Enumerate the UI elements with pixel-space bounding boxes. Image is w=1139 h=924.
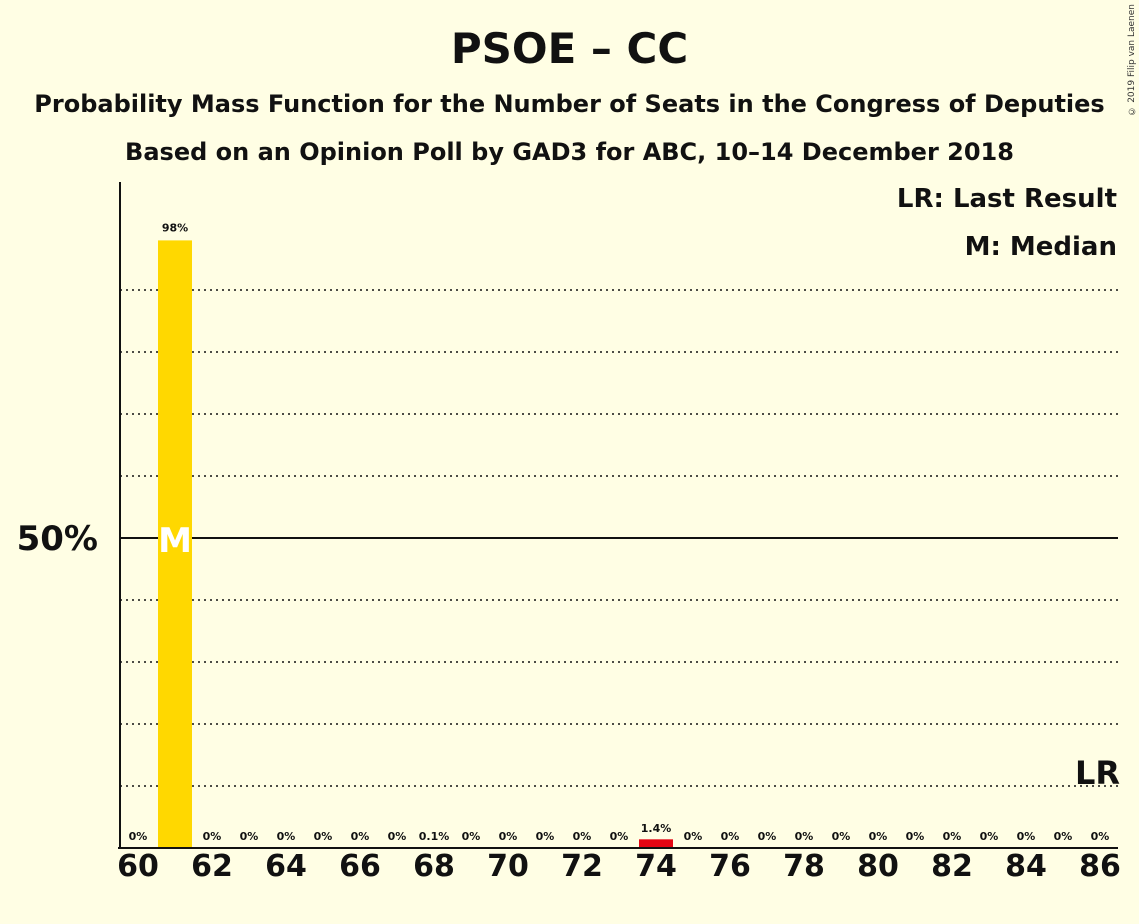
bar-label-76: 0%	[721, 830, 740, 843]
x-tick-label: 84	[1005, 849, 1047, 884]
bar-label-65: 0%	[314, 830, 333, 843]
x-tick-label: 82	[931, 849, 973, 884]
x-tick-label: 62	[191, 849, 233, 884]
chart-title: PSOE – CC	[450, 24, 689, 73]
last-result-marker: LR	[1075, 754, 1120, 792]
x-tick-label: 76	[709, 849, 751, 884]
bar-label-61: 98%	[162, 221, 188, 234]
legend-median: M: Median	[964, 232, 1117, 262]
bar-label-68: 0.1%	[419, 830, 450, 843]
bar-label-63: 0%	[240, 830, 259, 843]
chart-subtitle: Probability Mass Function for the Number…	[34, 90, 1105, 118]
bar-label-67: 0%	[388, 830, 407, 843]
bar-label-84: 0%	[1017, 830, 1036, 843]
x-tick-label: 86	[1079, 849, 1121, 884]
x-tick-label: 68	[413, 849, 455, 884]
bar-label-69: 0%	[462, 830, 481, 843]
bar-74	[639, 839, 673, 848]
bar-label-78: 0%	[795, 830, 814, 843]
bar-label-60: 0%	[129, 830, 148, 843]
bar-label-62: 0%	[203, 830, 222, 843]
x-tick-label: 72	[561, 849, 603, 884]
bar-label-85: 0%	[1054, 830, 1073, 843]
chart-source-line: Based on an Opinion Poll by GAD3 for ABC…	[125, 138, 1014, 166]
x-tick-label: 80	[857, 849, 899, 884]
x-tick-label: 74	[635, 849, 677, 884]
bar-label-81: 0%	[906, 830, 925, 843]
bar-label-83: 0%	[980, 830, 999, 843]
legend-last-result: LR: Last Result	[896, 184, 1117, 214]
median-marker: M	[158, 521, 192, 561]
x-tick-label: 60	[117, 849, 159, 884]
bar-label-75: 0%	[684, 830, 703, 843]
bar-label-72: 0%	[573, 830, 592, 843]
bar-label-80: 0%	[869, 830, 888, 843]
bar-label-70: 0%	[499, 830, 518, 843]
bar-label-71: 0%	[536, 830, 555, 843]
bar-label-73: 0%	[610, 830, 629, 843]
x-tick-label: 78	[783, 849, 825, 884]
bar-label-77: 0%	[758, 830, 777, 843]
x-tick-label: 70	[487, 849, 529, 884]
x-tick-label: 66	[339, 849, 381, 884]
bar-61	[158, 240, 192, 848]
bar-label-64: 0%	[277, 830, 296, 843]
bar-label-79: 0%	[832, 830, 851, 843]
x-tick-label: 64	[265, 849, 307, 884]
y-tick-label: 50%	[17, 519, 98, 559]
bar-label-86: 0%	[1091, 830, 1110, 843]
bar-label-66: 0%	[351, 830, 370, 843]
bar-label-82: 0%	[943, 830, 962, 843]
bar-label-74: 1.4%	[641, 822, 672, 835]
